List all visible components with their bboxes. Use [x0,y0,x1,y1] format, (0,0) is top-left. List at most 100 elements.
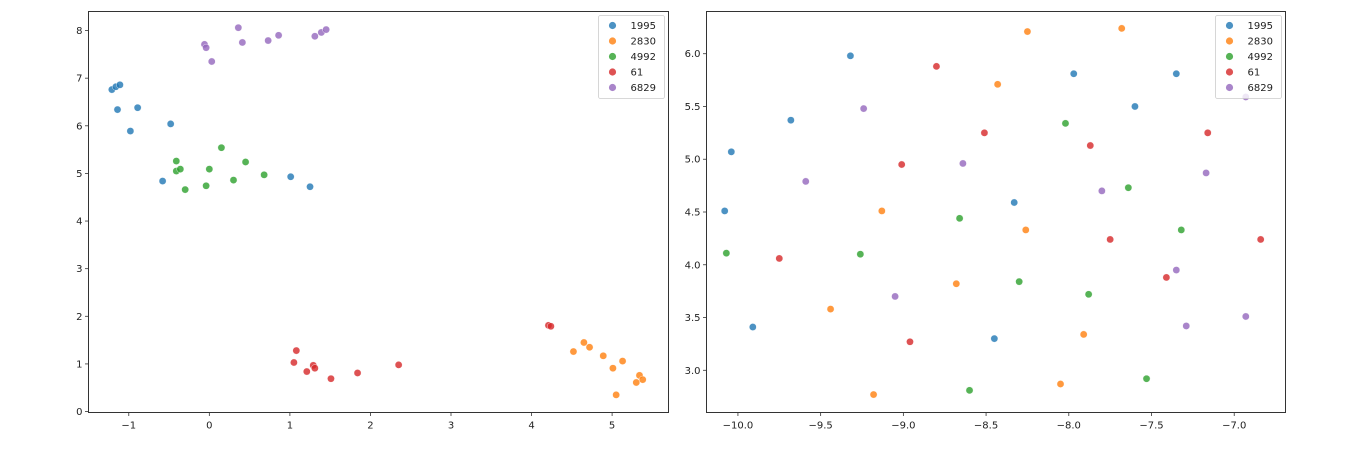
data-point-1995 [286,172,295,181]
y-tick-label: 8 [76,26,82,37]
data-point-6829 [959,159,967,168]
data-point-6829 [1182,322,1191,330]
left-scatter-plot: −1 0 1 2 3 4 5 0 1 2 3 4 5 6 7 8 1995 2830 4992 61 6829 [76,11,669,432]
legend-label: 1995 [631,21,656,32]
legend-label: 4992 [1248,52,1273,63]
legend-marker-icon [608,37,617,45]
legend-marker-icon [608,68,617,76]
data-point-6829 [238,38,247,47]
y-tick-label: 5 [76,169,82,180]
legend-label: 6829 [631,83,656,94]
data-point-4992 [1142,374,1151,383]
data-point-6829 [1202,169,1210,177]
data-point-4992 [955,214,964,223]
right-scatter-plot: −10.0 −9.5 −9.0 −8.5 −8.0 −7.5 −7.0 3.0 3.5 4.0 4… [685,11,1286,432]
legend-box [598,15,665,99]
data-point-2830 [612,391,620,399]
data-point-2830 [618,357,627,365]
y-tick-label: 3.0 [685,366,701,377]
data-point-2830 [869,390,878,399]
data-point-1995 [113,105,122,114]
data-point-2830 [1056,380,1065,388]
y-tick-label: 7 [76,74,82,85]
right-legend: 1995 2830 4992 61 6829 [1215,15,1282,99]
data-point-1995 [720,207,729,215]
data-point-6829 [264,36,272,45]
left-y-axis: 0 1 2 3 4 5 6 7 8 [76,26,89,418]
data-point-1995 [306,182,314,191]
x-tick-label: 4 [528,421,534,432]
data-point-2830 [638,375,647,384]
data-point-2830 [993,80,1002,89]
data-point-1995 [158,177,167,185]
x-tick-label: −9.0 [891,421,915,432]
data-point-4992 [202,182,210,190]
x-tick-label: 5 [609,421,615,432]
data-point-61 [547,322,555,331]
x-tick-label: −7.5 [1139,421,1163,432]
data-point-4992 [965,386,974,395]
right-x-axis: −10.0 −9.5 −9.0 −8.5 −8.0 −7.5 −7.0 [723,412,1246,432]
legend-label: 6829 [1248,83,1273,94]
data-point-4992 [205,165,214,173]
data-point-6829 [234,23,243,32]
legend-marker-icon [608,21,617,30]
legend-label: 4992 [631,52,656,63]
data-point-1995 [749,323,757,331]
legend-marker-icon [1225,37,1234,45]
data-point-4992 [260,171,268,179]
legend-marker-icon [608,52,617,61]
data-point-6829 [801,177,810,186]
legend-label: 2830 [631,37,656,48]
data-point-2830 [585,343,594,352]
x-tick-label: −8.0 [1057,421,1081,432]
y-tick-label: 3.5 [685,313,701,324]
data-point-6829 [274,31,283,40]
data-point-61 [292,346,301,355]
legend-label: 61 [1248,68,1261,79]
data-point-1995 [1131,102,1139,111]
data-point-61 [1256,235,1265,244]
data-point-6829 [1172,266,1181,274]
data-point-4992 [229,176,238,184]
data-point-61 [1106,235,1114,244]
data-point-61 [303,367,311,376]
y-tick-label: 6.0 [685,49,701,60]
data-point-4992 [176,165,185,173]
data-point-61 [1162,273,1171,282]
y-tick-label: 2 [76,312,82,323]
data-point-61 [932,62,941,71]
data-point-2830 [609,364,617,373]
data-point-2830 [878,207,886,215]
data-point-6829 [322,25,330,34]
y-tick-label: 4.0 [685,260,701,271]
data-point-1995 [1069,69,1078,78]
data-point-4992 [1084,290,1093,299]
legend-marker-icon [608,83,617,92]
data-point-1995 [727,148,736,156]
x-tick-label: −10.0 [723,421,754,432]
data-point-4992 [181,185,189,194]
y-tick-label: 6 [76,121,82,132]
data-point-61 [1086,141,1095,150]
data-point-61 [775,254,784,263]
legend-label: 61 [631,68,644,79]
data-point-61 [353,369,362,377]
left-plot-frame [88,11,669,413]
legend-marker-icon [1225,52,1234,61]
left-x-axis: −1 0 1 2 3 4 5 [121,412,615,432]
data-point-1995 [846,52,855,60]
x-tick-label: 0 [206,421,212,432]
x-tick-label: −1 [121,421,136,432]
data-point-1995 [787,116,795,124]
y-tick-label: 0 [76,407,82,418]
x-tick-label: 3 [448,421,454,432]
data-point-2830 [580,338,588,347]
data-point-4992 [217,143,226,152]
x-tick-label: 1 [287,421,293,432]
y-tick-label: 1 [76,359,82,370]
data-point-1995 [166,120,175,128]
data-point-1995 [1172,69,1181,78]
y-tick-label: 5.5 [685,102,701,113]
